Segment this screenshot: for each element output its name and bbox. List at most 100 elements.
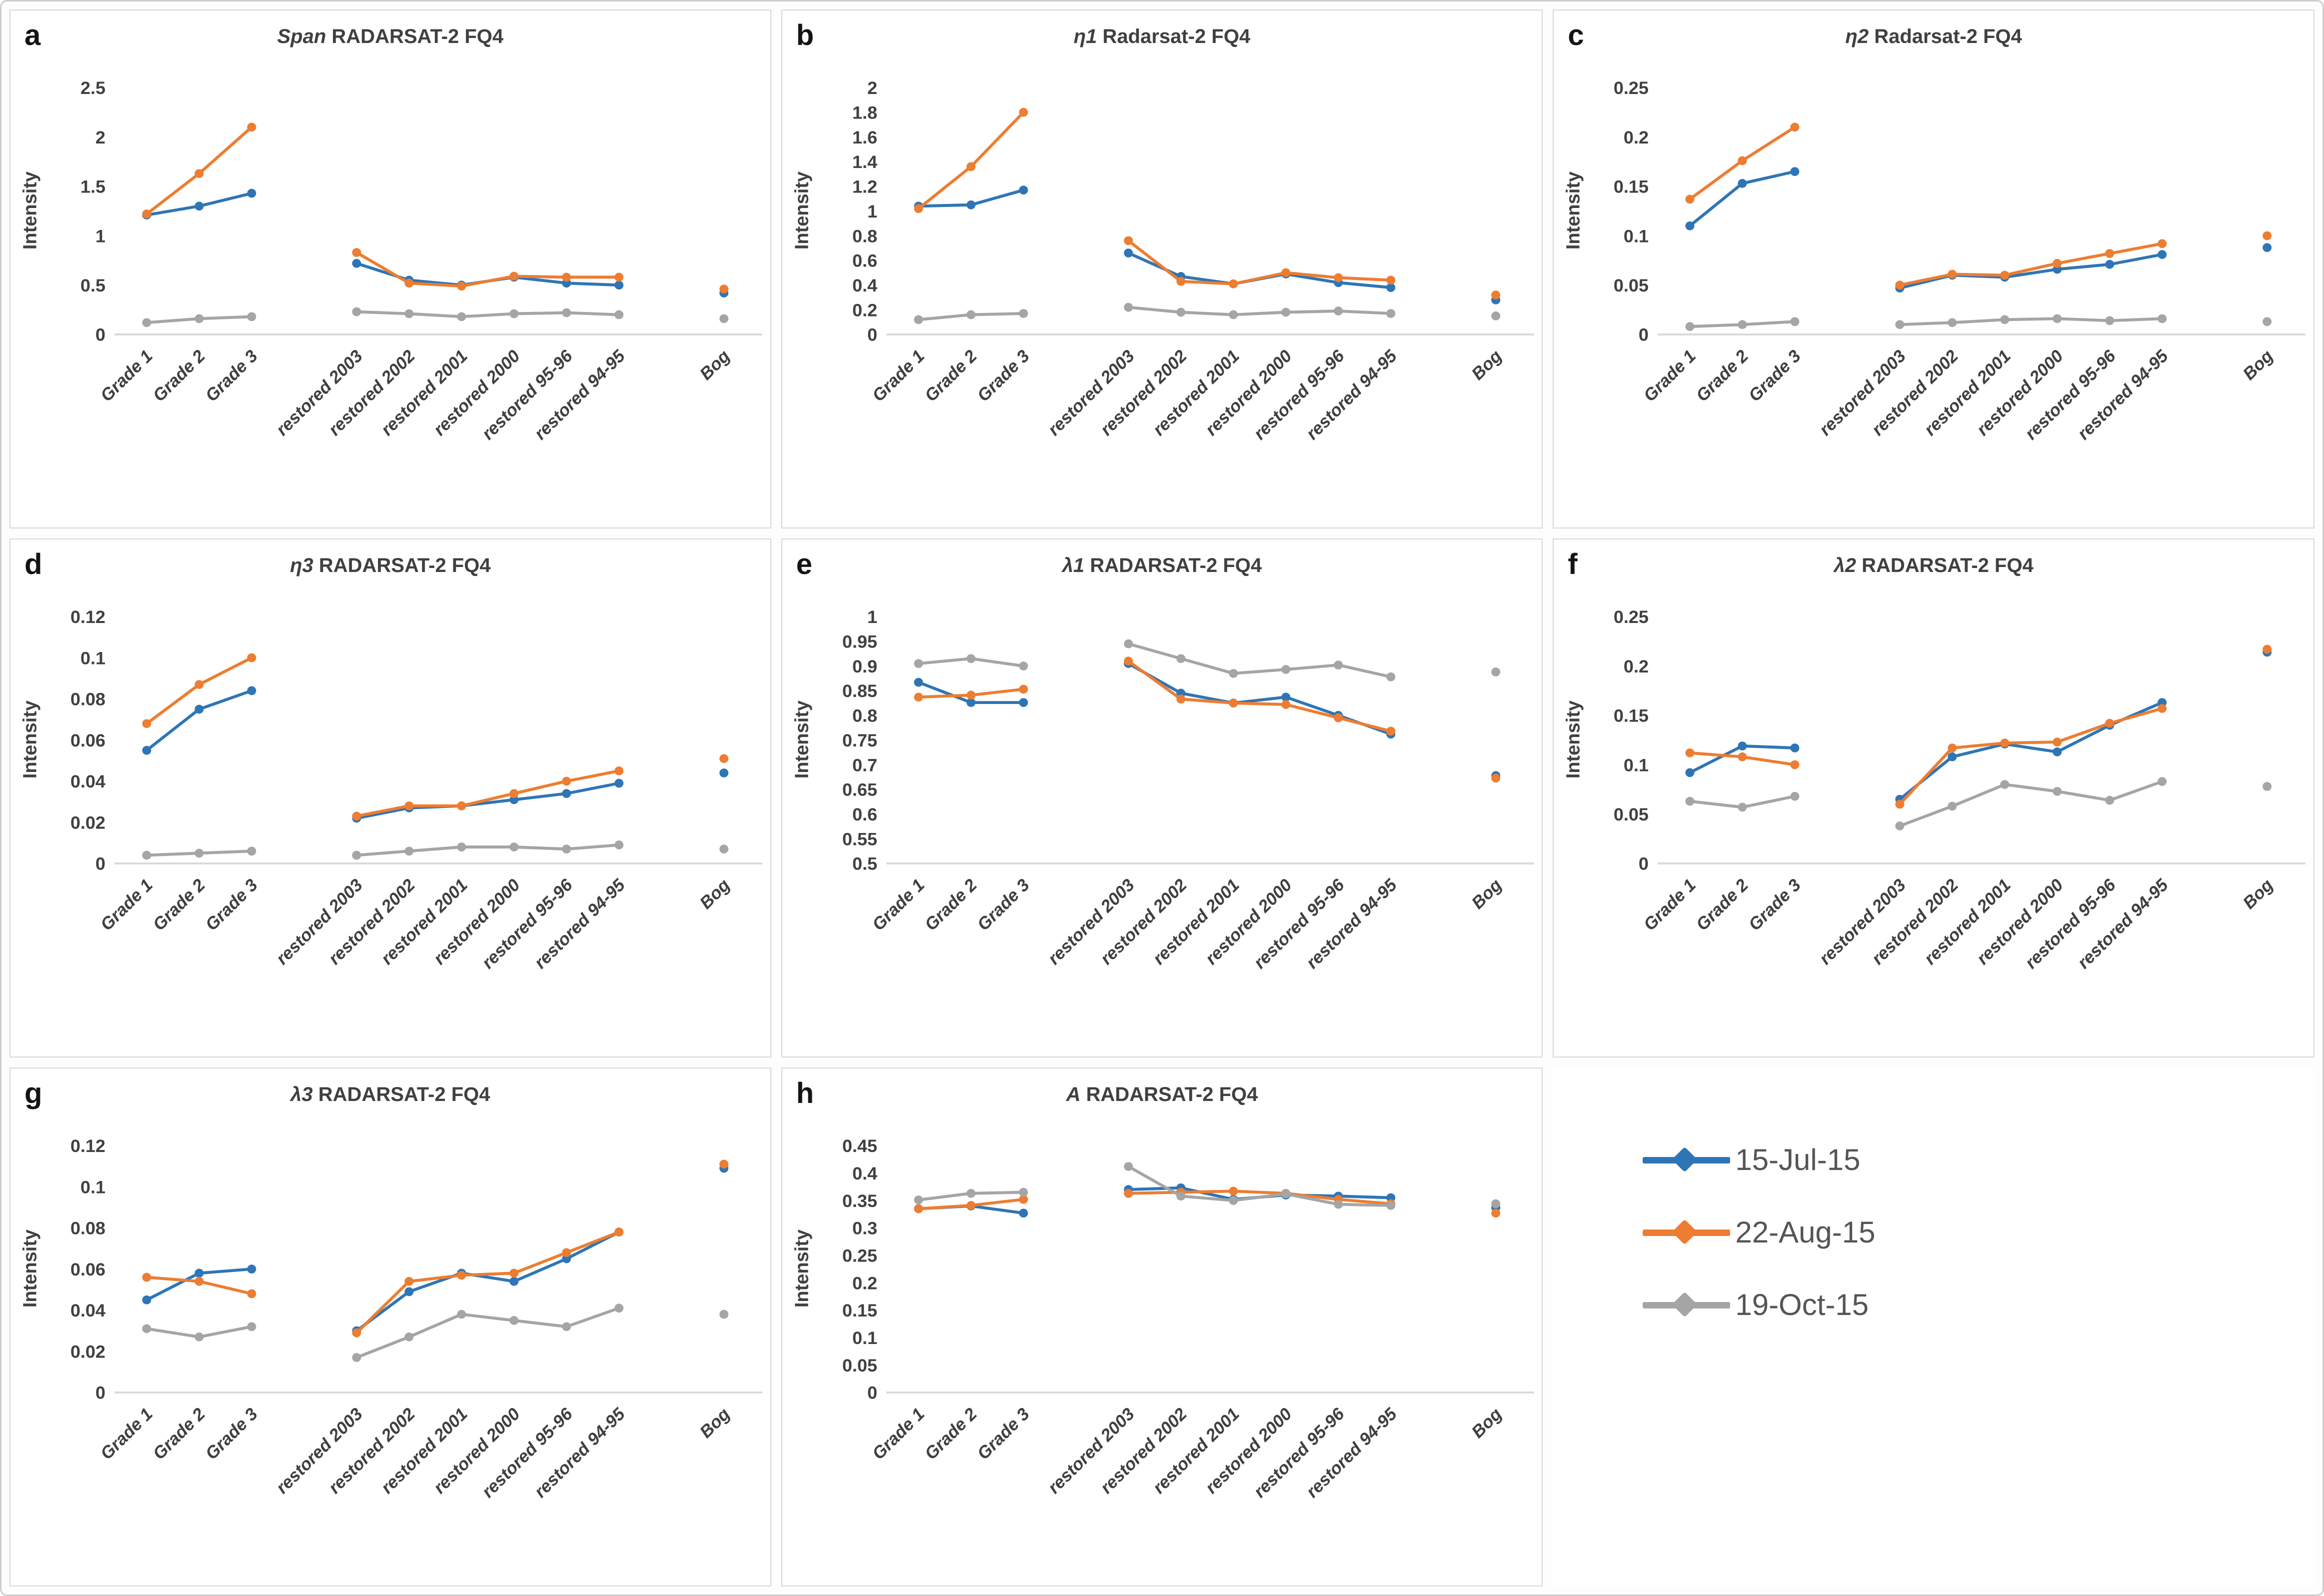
svg-text:restored 94-95: restored 94-95: [531, 1404, 629, 1502]
chart-title-rest: RADARSAT-2 FQ4: [1856, 554, 2034, 576]
svg-text:0.08: 0.08: [70, 1218, 105, 1238]
line-marker-icon: [1643, 1292, 1731, 1317]
chart-title-symbol: η1: [1073, 26, 1097, 48]
svg-text:Bog: Bog: [696, 876, 734, 912]
chart-title-symbol: λ1: [1062, 554, 1085, 576]
chart-title-rest: RADARSAT-2 FQ4: [312, 1084, 490, 1106]
svg-text:Grade 2: Grade 2: [921, 876, 981, 934]
svg-text:0.25: 0.25: [1614, 607, 1649, 627]
svg-text:restored 94-95: restored 94-95: [2074, 346, 2173, 444]
line-marker-icon: [1643, 1146, 1731, 1172]
svg-text:0.65: 0.65: [842, 780, 877, 800]
svg-text:0.1: 0.1: [80, 1178, 105, 1198]
svg-text:Grade 2: Grade 2: [921, 346, 981, 406]
svg-text:restored 95-96: restored 95-96: [2022, 346, 2120, 444]
svg-text:0.2: 0.2: [1624, 656, 1649, 676]
line-marker-icon: [1643, 1219, 1731, 1244]
chart-panel-c: c η2 Radarsat-2 FQ4 Intensity 0 0.05 0.1 0.…: [1553, 10, 2315, 528]
svg-text:Grade 2: Grade 2: [149, 876, 209, 934]
panel-letter: f: [1568, 548, 1578, 580]
chart-title-symbol: A: [1066, 1084, 1081, 1106]
svg-text:restored 95-96: restored 95-96: [478, 346, 577, 444]
svg-text:0.05: 0.05: [1614, 276, 1649, 296]
svg-text:Grade 1: Grade 1: [1640, 876, 1700, 934]
svg-text:0.02: 0.02: [70, 1342, 105, 1362]
legend-label: 15-Jul-15: [1735, 1143, 1861, 1176]
svg-text:0.95: 0.95: [842, 632, 877, 652]
svg-text:Grade 2: Grade 2: [1693, 876, 1752, 934]
svg-text:restored 95-96: restored 95-96: [1250, 1404, 1348, 1502]
chart-panel-d: d η3 RADARSAT-2 FQ4 Intensity 0 0.02 0.04 0…: [9, 538, 771, 1058]
svg-text:0: 0: [867, 1383, 877, 1403]
svg-text:Grade 2: Grade 2: [921, 1404, 981, 1464]
legend-item: 19-Oct-15: [1643, 1288, 2315, 1322]
chart-title: λ2 RADARSAT-2 FQ4: [1554, 554, 2314, 577]
svg-text:Grade 3: Grade 3: [202, 346, 261, 406]
panel-letter: d: [24, 548, 42, 580]
svg-text:0.15: 0.15: [1614, 177, 1649, 197]
svg-text:Grade 2: Grade 2: [149, 1404, 209, 1464]
legend: 15-Jul-15 22-Aug-15 19-Oct-15: [1553, 1068, 2315, 1586]
svg-text:Grade 1: Grade 1: [97, 346, 156, 406]
chart-title-symbol: η2: [1845, 26, 1869, 48]
svg-text:restored 94-95: restored 94-95: [2074, 876, 2173, 972]
svg-text:0.1: 0.1: [80, 648, 105, 668]
chart-title: λ1 RADARSAT-2 FQ4: [782, 554, 1542, 577]
panel-letter: g: [24, 1077, 42, 1110]
svg-text:Grade 3: Grade 3: [974, 876, 1033, 934]
svg-text:Grade 2: Grade 2: [149, 346, 209, 406]
svg-text:Grade 3: Grade 3: [202, 1404, 261, 1464]
svg-text:Grade 1: Grade 1: [869, 876, 928, 934]
svg-text:Bog: Bog: [1468, 876, 1505, 912]
chart-title-symbol: λ2: [1834, 554, 1856, 576]
chart-title-rest: Radarsat-2 FQ4: [1097, 26, 1251, 48]
svg-text:0.15: 0.15: [1614, 706, 1649, 726]
svg-text:0.5: 0.5: [852, 854, 877, 874]
svg-text:restored 94-95: restored 94-95: [1302, 1404, 1401, 1502]
svg-text:0: 0: [867, 325, 877, 345]
legend-label: 19-Oct-15: [1735, 1288, 1869, 1322]
svg-text:0.85: 0.85: [842, 681, 877, 701]
svg-text:Grade 2: Grade 2: [1693, 346, 1752, 406]
svg-text:0: 0: [1639, 854, 1649, 874]
svg-text:0.75: 0.75: [842, 730, 877, 750]
chart-title: η3 RADARSAT-2 FQ4: [10, 554, 770, 577]
chart-panel-h: h A RADARSAT-2 FQ4 Intensity 0 0.05 0.1 0.1…: [781, 1068, 1543, 1586]
chart-title: Span RADARSAT-2 FQ4: [10, 26, 770, 48]
svg-text:0.55: 0.55: [842, 830, 877, 850]
svg-text:Grade 1: Grade 1: [869, 1404, 928, 1464]
svg-text:Grade 1: Grade 1: [97, 1404, 156, 1464]
svg-text:0.1: 0.1: [1624, 756, 1649, 776]
svg-text:0: 0: [95, 854, 105, 874]
svg-text:0.06: 0.06: [70, 730, 105, 750]
svg-text:Grade 3: Grade 3: [202, 876, 261, 934]
svg-text:0.1: 0.1: [852, 1328, 877, 1348]
svg-text:0.8: 0.8: [852, 226, 877, 246]
legend-item: 22-Aug-15: [1643, 1215, 2315, 1250]
svg-text:1: 1: [867, 202, 877, 222]
svg-text:1.8: 1.8: [852, 103, 877, 123]
svg-text:Bog: Bog: [1468, 1404, 1505, 1442]
svg-text:0.1: 0.1: [1624, 226, 1649, 246]
svg-text:0.12: 0.12: [70, 1136, 105, 1156]
svg-text:1.2: 1.2: [852, 177, 877, 197]
svg-text:restored 95-96: restored 95-96: [478, 1404, 577, 1502]
chart-panel-a: a Span RADARSAT-2 FQ4 Intensity 0 0.5 1 1.5…: [9, 10, 771, 528]
svg-text:0.04: 0.04: [70, 772, 105, 792]
chart-panel-e: e λ1 RADARSAT-2 FQ4 Intensity 0.5 0.55 0.6…: [781, 538, 1543, 1058]
svg-text:Bog: Bog: [696, 1404, 734, 1442]
chart-title-rest: Radarsat-2 FQ4: [1869, 26, 2022, 48]
chart-panel-f: f λ2 RADARSAT-2 FQ4 Intensity 0 0.05 0.1 0.…: [1553, 538, 2315, 1058]
panel-letter: c: [1568, 19, 1584, 52]
svg-text:Grade 3: Grade 3: [974, 346, 1033, 406]
panel-letter: a: [24, 19, 41, 52]
svg-text:0.4: 0.4: [852, 276, 877, 296]
svg-text:restored 94-95: restored 94-95: [531, 876, 629, 972]
svg-text:0.04: 0.04: [70, 1300, 105, 1320]
svg-text:Grade 1: Grade 1: [1640, 346, 1700, 406]
svg-text:0.05: 0.05: [842, 1356, 877, 1376]
